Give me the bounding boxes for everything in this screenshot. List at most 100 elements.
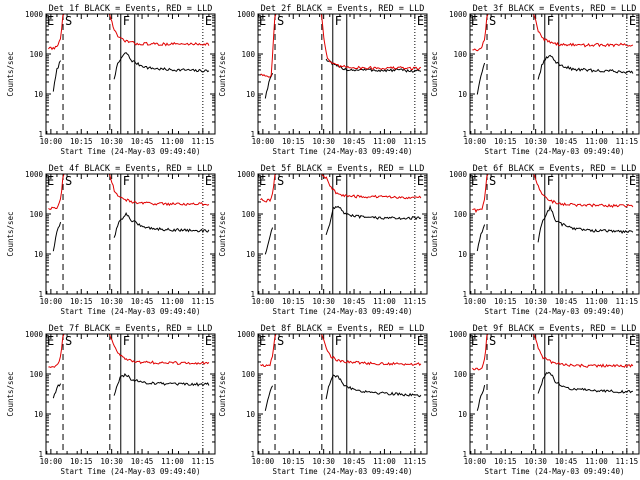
series-line-lld [48, 174, 210, 210]
x-tick-label: 10:00 [464, 137, 487, 146]
x-tick-label: 11:00 [373, 137, 396, 146]
event-marker-label: S [489, 334, 496, 348]
chart-panel: Det 6f BLACK = Events, RED = LLD Counts/s… [430, 164, 640, 316]
event-marker-label: S [277, 174, 284, 188]
series-group [48, 334, 210, 399]
plot-frame [469, 173, 640, 295]
y-tick-label: 1 [250, 130, 255, 139]
x-tick-label: 10:15 [494, 297, 517, 306]
event-marker-label: S [489, 14, 496, 28]
x-axis-label: Start Time (24-May-03 09:49:40) [61, 147, 201, 156]
series-group [260, 14, 422, 99]
y-tick-label: 100 [29, 370, 43, 379]
series-line-events [52, 212, 210, 252]
x-tick-label: 11:15 [404, 137, 427, 146]
x-tick-label: 10:30 [312, 457, 335, 466]
event-marker-label: F [123, 14, 130, 28]
series-line-events [476, 204, 634, 252]
plot-frame [469, 333, 640, 455]
y-tick-label: 100 [29, 210, 43, 219]
y-tick-label: 10 [458, 250, 468, 259]
y-tick-label: 100 [241, 210, 255, 219]
event-marker-label: F [335, 14, 342, 28]
x-tick-label: 10:45 [343, 457, 366, 466]
x-tick-label: 11:00 [585, 137, 608, 146]
chart-title: Det 8f BLACK = Events, RED = LLD [261, 324, 425, 334]
series-group [472, 334, 634, 411]
x-tick-label: 10:45 [555, 137, 578, 146]
series-line-lld [260, 334, 422, 368]
event-marker-label: E [629, 334, 636, 348]
series-line-lld [472, 14, 634, 52]
y-axis-label: Counts/sec [6, 51, 15, 96]
y-tick-label: 1 [38, 130, 43, 139]
y-tick-label: 1000 [25, 170, 44, 179]
series-line-lld [472, 174, 634, 213]
y-tick-label: 1 [462, 130, 467, 139]
y-axis-label: Counts/sec [6, 211, 15, 256]
event-marker-label: E [629, 14, 636, 28]
chart-panel: Det 1f BLACK = Events, RED = LLD Counts/s… [6, 4, 216, 156]
y-axis-label: Counts/sec [218, 51, 227, 96]
y-tick-label: 1 [38, 290, 43, 299]
x-tick-label: 10:15 [70, 297, 93, 306]
event-marker-label: F [547, 174, 554, 188]
y-tick-label: 10 [34, 410, 44, 419]
chart-title: Det 6f BLACK = Events, RED = LLD [473, 164, 637, 174]
chart-title: Det 5f BLACK = Events, RED = LLD [261, 164, 425, 174]
x-tick-label: 10:30 [524, 297, 547, 306]
event-marker-label: F [547, 334, 554, 348]
x-tick-label: 10:15 [494, 457, 517, 466]
y-tick-label: 1000 [449, 170, 468, 179]
x-axis-label: Start Time (24-May-03 09:49:40) [485, 307, 625, 316]
event-marker-label: F [123, 174, 130, 188]
series-line-events [52, 52, 210, 92]
x-tick-label: 10:00 [40, 297, 63, 306]
x-tick-label: 10:00 [252, 297, 275, 306]
chart-panel: Det 3f BLACK = Events, RED = LLD Counts/s… [430, 4, 640, 156]
event-marker-label: F [335, 334, 342, 348]
x-tick-label: 11:15 [616, 297, 639, 306]
chart-panel: Det 5f BLACK = Events, RED = LLD Counts/s… [218, 164, 428, 316]
event-marker-label: E [259, 14, 266, 28]
y-tick-label: 1000 [237, 170, 256, 179]
y-tick-label: 1000 [449, 10, 468, 19]
x-tick-label: 10:45 [555, 297, 578, 306]
y-tick-label: 100 [453, 210, 467, 219]
x-tick-label: 10:15 [282, 457, 305, 466]
x-tick-label: 10:30 [312, 297, 335, 306]
series-line-lld [260, 174, 422, 203]
plot-frame [45, 333, 216, 455]
x-tick-label: 10:30 [100, 457, 123, 466]
series-line-lld [48, 334, 210, 368]
y-tick-label: 10 [458, 90, 468, 99]
x-tick-label: 10:00 [252, 457, 275, 466]
chart-panel: Det 9f BLACK = Events, RED = LLD Counts/s… [430, 324, 640, 476]
y-tick-label: 1000 [449, 330, 468, 339]
chart-panel: Det 8f BLACK = Events, RED = LLD Counts/s… [218, 324, 428, 476]
x-tick-label: 10:00 [464, 297, 487, 306]
chart-title: Det 1f BLACK = Events, RED = LLD [49, 4, 213, 14]
y-tick-label: 10 [458, 410, 468, 419]
y-axis-label: Counts/sec [430, 211, 439, 256]
x-tick-label: 11:15 [616, 137, 639, 146]
y-tick-label: 100 [29, 50, 43, 59]
x-tick-label: 11:00 [161, 137, 184, 146]
x-tick-label: 11:15 [616, 457, 639, 466]
y-tick-label: 100 [453, 50, 467, 59]
x-tick-label: 10:30 [524, 457, 547, 466]
x-tick-label: 10:15 [70, 457, 93, 466]
plot-frame [257, 173, 428, 295]
series-group [48, 174, 210, 252]
x-tick-label: 11:15 [192, 457, 215, 466]
x-tick-label: 10:45 [343, 137, 366, 146]
series-line-lld [472, 334, 634, 371]
event-marker-label: E [47, 14, 54, 28]
y-axis-label: Counts/sec [430, 371, 439, 416]
plot-frame [469, 13, 640, 135]
event-marker-label: F [547, 14, 554, 28]
series-group [48, 14, 210, 92]
x-tick-label: 10:45 [131, 137, 154, 146]
x-tick-label: 10:00 [40, 457, 63, 466]
